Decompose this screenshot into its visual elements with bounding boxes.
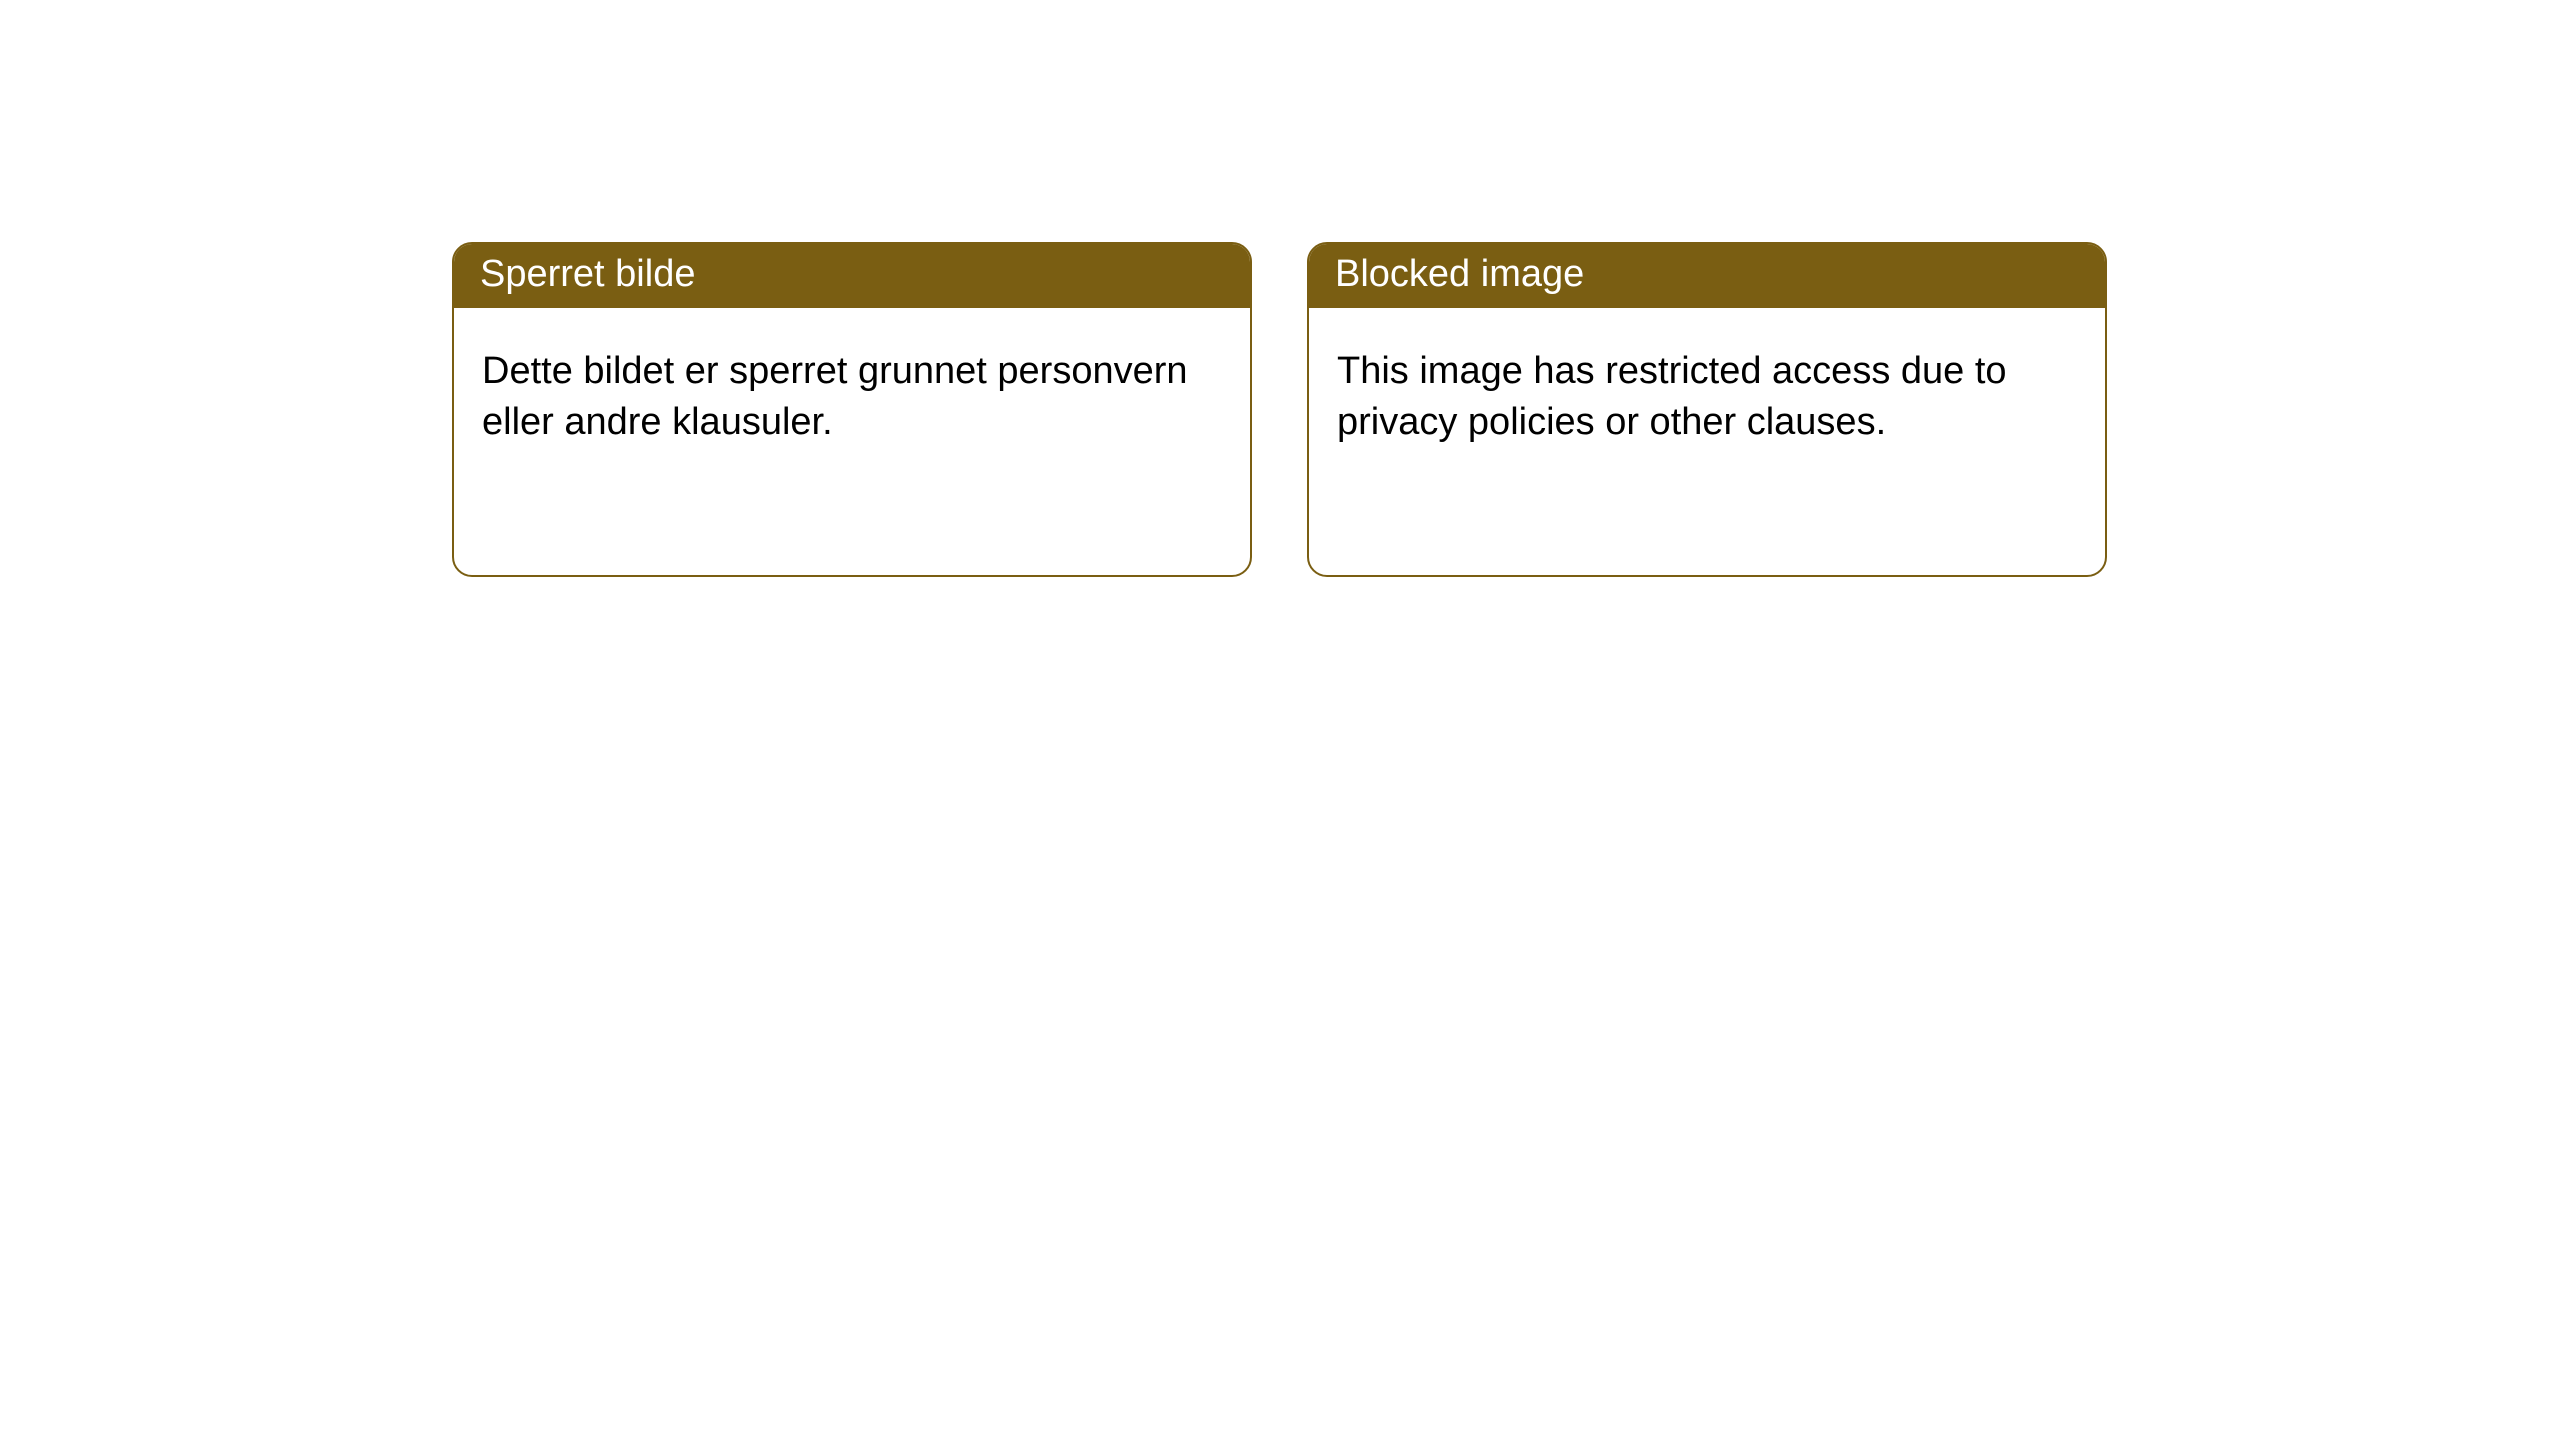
card-body-en: This image has restricted access due to … [1309, 308, 2105, 487]
card-container: Sperret bilde Dette bildet er sperret gr… [0, 0, 2560, 577]
blocked-image-card-no: Sperret bilde Dette bildet er sperret gr… [452, 242, 1252, 577]
card-body-no: Dette bildet er sperret grunnet personve… [454, 308, 1250, 487]
blocked-image-card-en: Blocked image This image has restricted … [1307, 242, 2107, 577]
card-header-en: Blocked image [1309, 244, 2105, 308]
card-header-no: Sperret bilde [454, 244, 1250, 308]
